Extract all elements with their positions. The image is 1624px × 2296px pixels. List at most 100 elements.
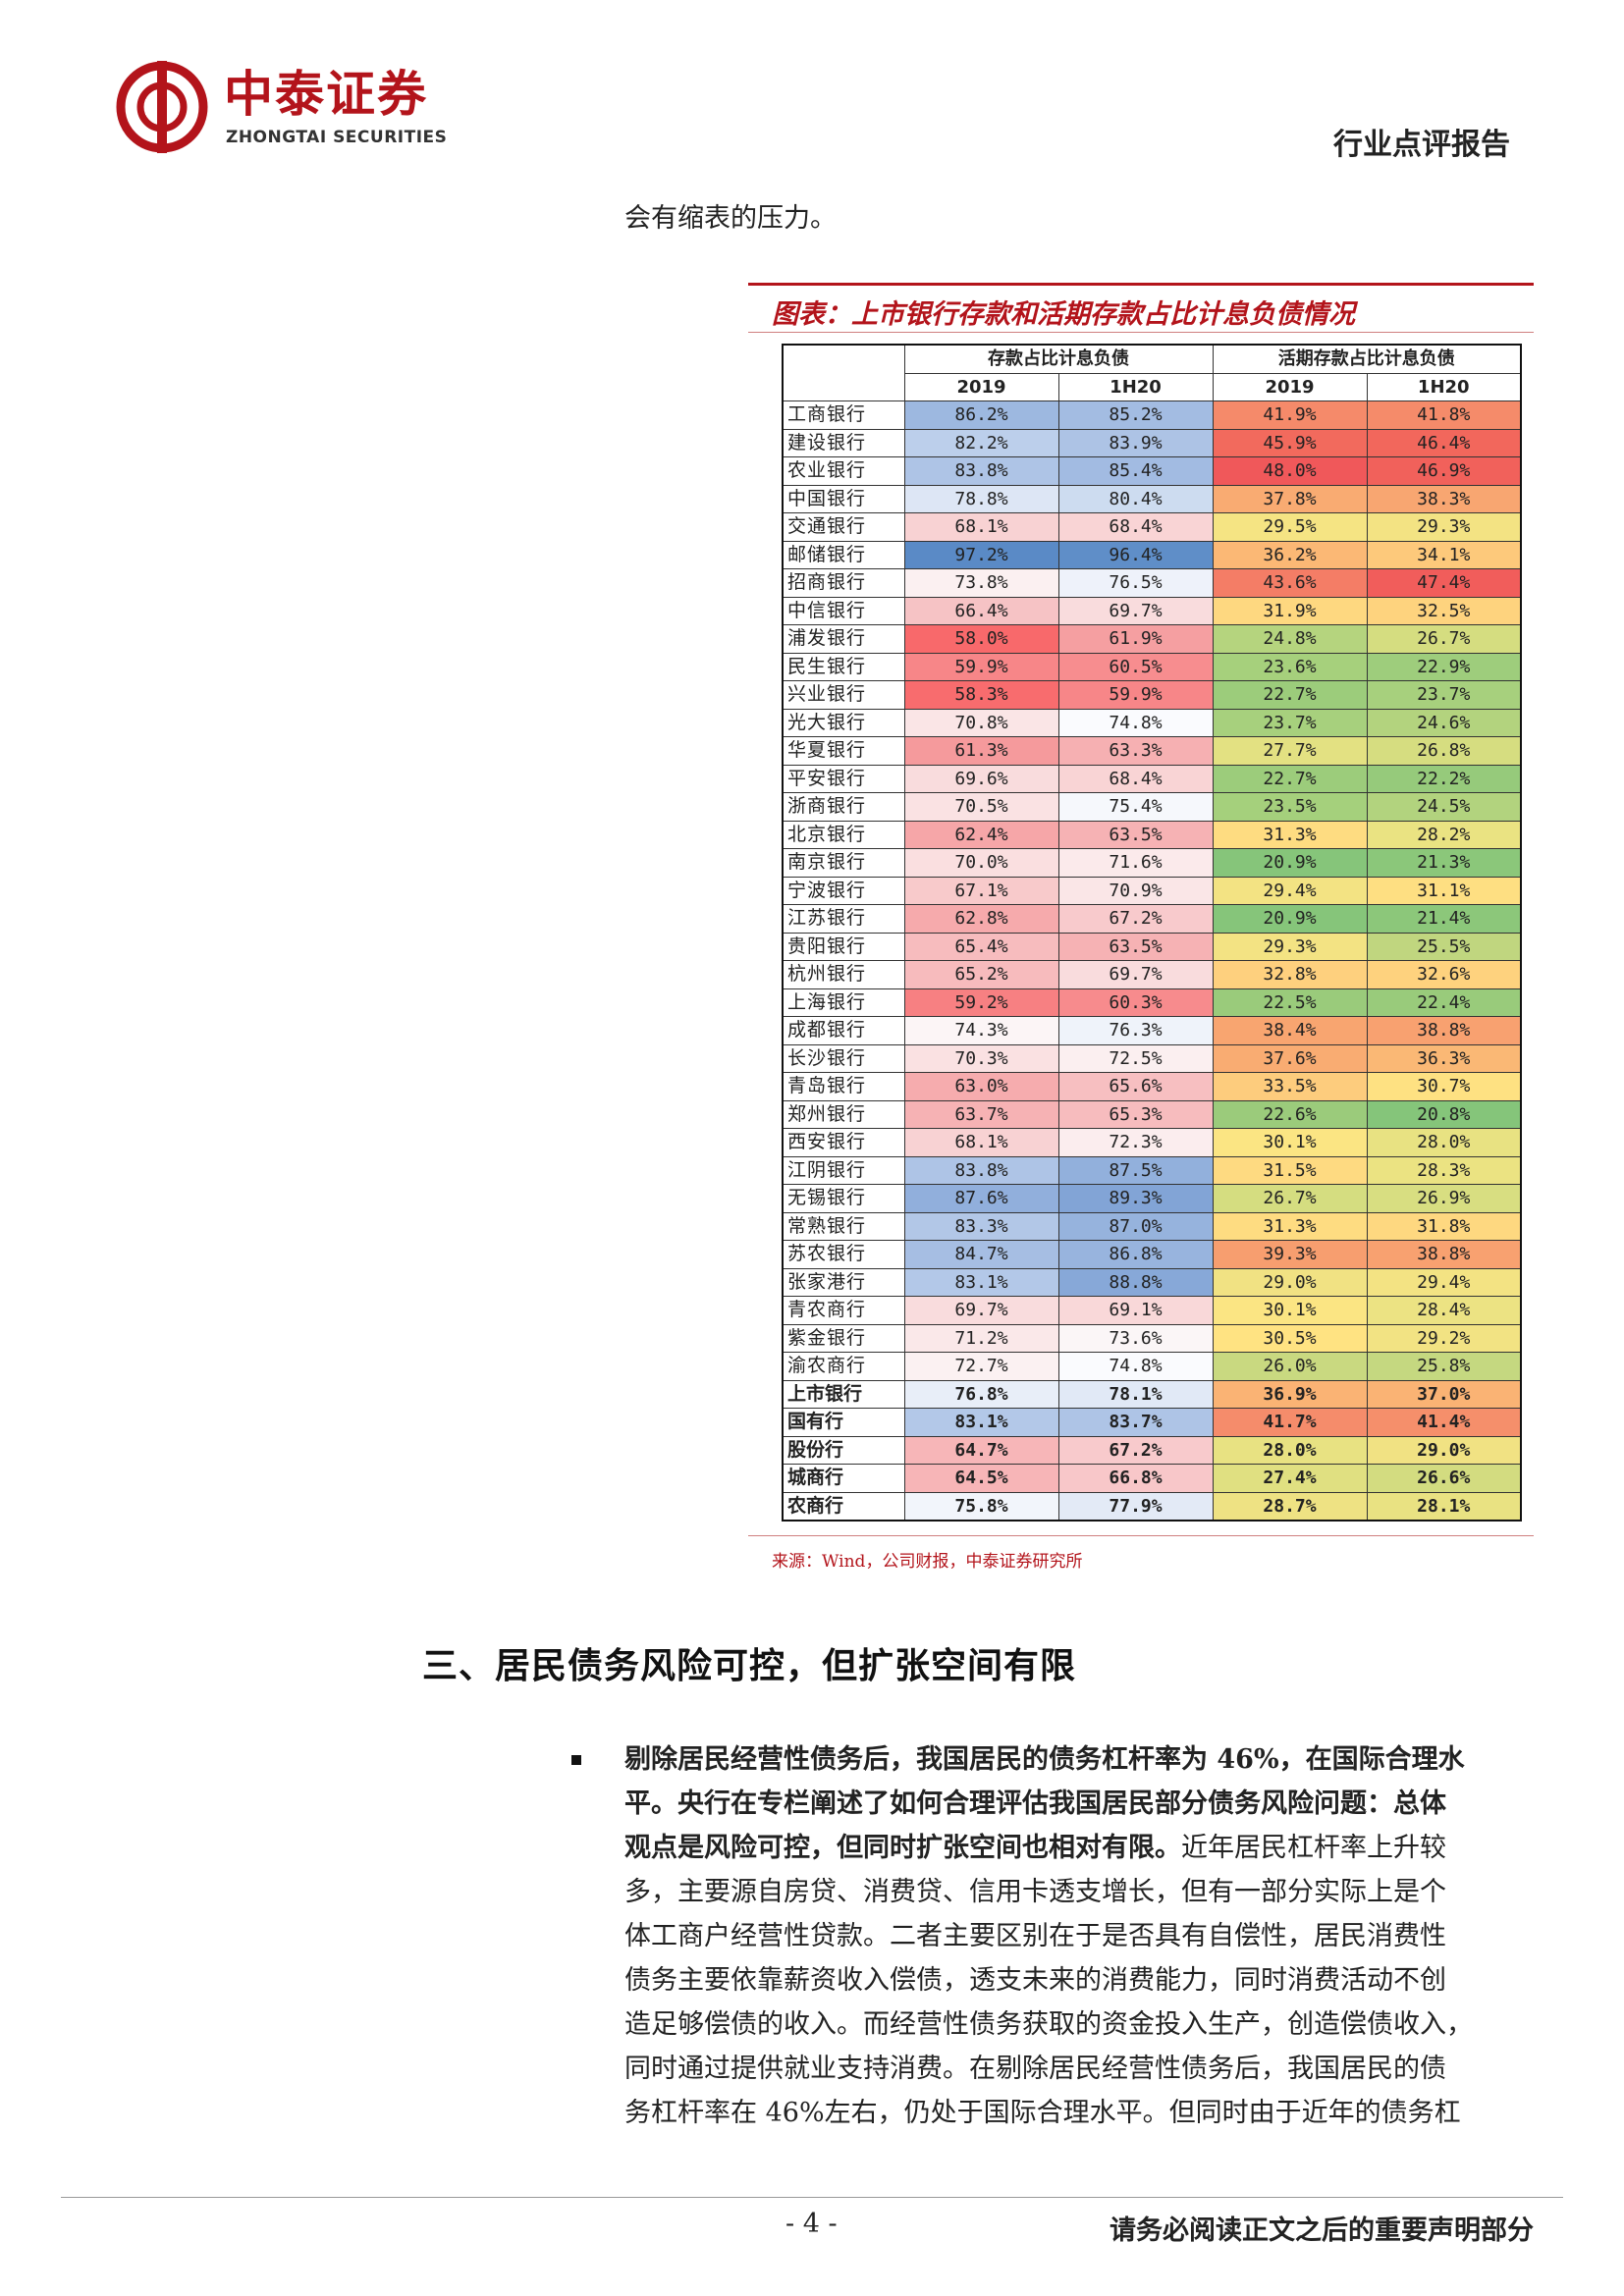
value-cell: 28.2%	[1366, 820, 1522, 849]
value-cell: 58.3%	[903, 680, 1059, 710]
value-cell: 22.5%	[1212, 988, 1368, 1017]
value-cell: 68.4%	[1057, 512, 1214, 542]
value-cell: 67.2%	[1057, 1435, 1214, 1465]
value-cell: 63.5%	[1057, 820, 1214, 849]
value-cell: 29.2%	[1366, 1323, 1522, 1353]
bank-name-cell: 中国银行	[782, 484, 905, 513]
sub-header-cell: 2019	[1212, 372, 1368, 401]
paragraph-line: 造足够偿债的收入。而经营性债务获取的资金投入生产，创造偿债收入，	[624, 2002, 1528, 2047]
value-cell: 66.8%	[1057, 1464, 1214, 1493]
value-cell: 47.4%	[1366, 568, 1522, 598]
value-cell: 30.1%	[1212, 1296, 1368, 1325]
value-cell: 80.4%	[1057, 484, 1214, 513]
value-cell: 59.9%	[903, 652, 1059, 681]
value-cell: 70.3%	[903, 1043, 1059, 1073]
value-cell: 24.5%	[1366, 792, 1522, 822]
bold-text-segment: 观点是风险可控，但同时扩张空间也相对有限。	[624, 1833, 1181, 1863]
value-cell: 83.8%	[903, 456, 1059, 486]
value-cell: 88.8%	[1057, 1267, 1214, 1297]
bank-name-cell: 青农商行	[782, 1296, 905, 1325]
bank-name-cell: 成都银行	[782, 1016, 905, 1045]
value-cell: 22.4%	[1366, 988, 1522, 1017]
bold-text-segment: 平。央行在专栏阐述了如何合理评估我国居民部分债务风险问题：总体	[624, 1789, 1446, 1819]
value-cell: 29.4%	[1366, 1267, 1522, 1297]
bank-name-cell: 苏农银行	[782, 1240, 905, 1269]
paragraph-line: 务杠杆率在 46%左右，仍处于国际合理水平。但同时由于近年的债务杠	[624, 2091, 1528, 2135]
value-cell: 60.5%	[1057, 652, 1214, 681]
value-cell: 39.3%	[1212, 1240, 1368, 1269]
bank-name-cell: 国有行	[782, 1408, 905, 1437]
bank-name-cell: 宁波银行	[782, 876, 905, 905]
value-cell: 37.6%	[1212, 1043, 1368, 1073]
bank-name-cell: 农业银行	[782, 456, 905, 486]
value-cell: 58.0%	[903, 624, 1059, 654]
table-row: 中国银行 78.8% 80.4% 37.8% 38.3%	[782, 484, 1522, 513]
value-cell: 86.8%	[1057, 1240, 1214, 1269]
value-cell: 68.1%	[903, 512, 1059, 542]
table-row: 交通银行 68.1% 68.4% 29.5% 29.3%	[782, 512, 1522, 542]
value-cell: 38.4%	[1212, 1016, 1368, 1045]
table-row: 苏农银行 84.7% 86.8% 39.3% 38.8%	[782, 1240, 1522, 1269]
value-cell: 36.2%	[1212, 540, 1368, 569]
table-row: 无锡银行 87.6% 89.3% 26.7% 26.9%	[782, 1184, 1522, 1213]
value-cell: 62.8%	[903, 904, 1059, 934]
figure-title: 图表：上市银行存款和活期存款占比计息负债情况	[772, 299, 1355, 330]
value-cell: 82.2%	[903, 428, 1059, 457]
paragraph-line: 剔除居民经营性债务后，我国居民的债务杠杆率为 46%，在国际合理水	[624, 1737, 1528, 1782]
value-cell: 24.6%	[1366, 708, 1522, 737]
section-title: 三、居民债务风险可控，但扩张空间有限	[422, 1645, 1077, 1686]
text-segment: 体工商户经营性贷款。二者主要区别在于是否具有自偿性，居民消费性	[624, 1921, 1446, 1951]
table-row: 兴业银行 58.3% 59.9% 22.7% 23.7%	[782, 680, 1522, 710]
text-segment: 造足够偿债的收入。而经营性债务获取的资金投入生产，创造偿债收入，	[624, 2009, 1473, 2040]
value-cell: 72.7%	[903, 1352, 1059, 1381]
value-cell: 68.4%	[1057, 764, 1214, 793]
bank-name-cell: 渝农商行	[782, 1352, 905, 1381]
value-cell: 29.5%	[1212, 512, 1368, 542]
value-cell: 23.7%	[1212, 708, 1368, 737]
bank-name-cell: 紫金银行	[782, 1323, 905, 1353]
zhongtai-logo-icon	[116, 61, 208, 153]
value-cell: 25.8%	[1366, 1352, 1522, 1381]
value-cell: 28.0%	[1212, 1435, 1368, 1465]
value-cell: 31.3%	[1212, 1211, 1368, 1241]
value-cell: 32.8%	[1212, 960, 1368, 989]
table-row: 郑州银行 63.7% 65.3% 22.6% 20.8%	[782, 1099, 1522, 1129]
value-cell: 59.9%	[1057, 680, 1214, 710]
value-cell: 75.4%	[1057, 792, 1214, 822]
value-cell: 22.6%	[1212, 1099, 1368, 1129]
table-row: 长沙银行 70.3% 72.5% 37.6% 36.3%	[782, 1043, 1522, 1073]
text-segment: 务杠杆率在 46%左右，仍处于国际合理水平。但同时由于近年的债务杠	[624, 2098, 1461, 2128]
value-cell: 21.3%	[1366, 848, 1522, 878]
table-row: 北京银行 62.4% 63.5% 31.3% 28.2%	[782, 820, 1522, 849]
value-cell: 26.9%	[1366, 1184, 1522, 1213]
value-cell: 72.5%	[1057, 1043, 1214, 1073]
value-cell: 63.3%	[1057, 736, 1214, 766]
table-row: 西安银行 68.1% 72.3% 30.1% 28.0%	[782, 1128, 1522, 1157]
table-row: 城商行 64.5% 66.8% 27.4% 26.6%	[782, 1464, 1522, 1493]
value-cell: 83.8%	[903, 1155, 1059, 1185]
value-cell: 41.8%	[1366, 400, 1522, 430]
value-cell: 22.7%	[1212, 680, 1368, 710]
value-cell: 36.3%	[1366, 1043, 1522, 1073]
value-cell: 77.9%	[1057, 1491, 1214, 1522]
value-cell: 26.6%	[1366, 1464, 1522, 1493]
value-cell: 84.7%	[903, 1240, 1059, 1269]
table-group-header-row: 存款占比计息负债 活期存款占比计息负债	[782, 344, 1522, 401]
logo-text-en: ZHONGTAI SECURITIES	[226, 128, 448, 147]
value-cell: 29.3%	[1212, 932, 1368, 961]
bank-name-cell: 江苏银行	[782, 904, 905, 934]
value-cell: 20.8%	[1366, 1099, 1522, 1129]
value-cell: 76.3%	[1057, 1016, 1214, 1045]
figure-title-rule	[748, 332, 1534, 333]
value-cell: 78.1%	[1057, 1379, 1214, 1409]
bank-name-cell: 贵阳银行	[782, 932, 905, 961]
footer-disclaimer: 请务必阅读正文之后的重要声明部分	[1110, 2216, 1534, 2246]
paragraph-line: 平。央行在专栏阐述了如何合理评估我国居民部分债务风险问题：总体	[624, 1782, 1528, 1826]
value-cell: 46.4%	[1366, 428, 1522, 457]
value-cell: 29.3%	[1366, 512, 1522, 542]
bank-name-cell: 无锡银行	[782, 1184, 905, 1213]
paragraph-line: 观点是风险可控，但同时扩张空间也相对有限。近年居民杠杆率上升较	[624, 1826, 1528, 1870]
value-cell: 26.7%	[1366, 624, 1522, 654]
bank-name-cell: 常熟银行	[782, 1211, 905, 1241]
value-cell: 46.9%	[1366, 456, 1522, 486]
